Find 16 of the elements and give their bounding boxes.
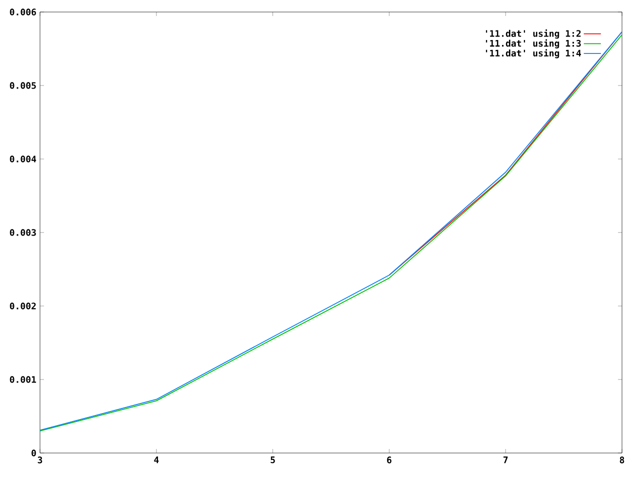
x-tick-label: 7 xyxy=(503,456,508,464)
y-tick-label: 0.002 xyxy=(10,302,36,310)
x-tick-label: 8 xyxy=(620,456,624,464)
x-tick-label: 4 xyxy=(154,456,159,464)
y-tick-label: 0.005 xyxy=(10,82,36,89)
x-tick-label: 3 xyxy=(38,456,42,464)
legend-label: '11.dat' using 1:2 xyxy=(486,29,581,39)
y-tick-label: 0 xyxy=(32,450,36,456)
legend-label: '11.dat' using 1:4 xyxy=(486,49,581,58)
y-tick-label: 0.003 xyxy=(10,229,36,236)
y-tick-label: 0.004 xyxy=(10,156,36,162)
y-tick-label: 0.006 xyxy=(10,8,36,16)
legend-label: '11.dat' using 1:3 xyxy=(486,39,581,48)
x-tick-label: 6 xyxy=(387,456,392,464)
x-tick-label: 5 xyxy=(270,456,275,464)
y-tick-label: 0.001 xyxy=(10,376,36,383)
